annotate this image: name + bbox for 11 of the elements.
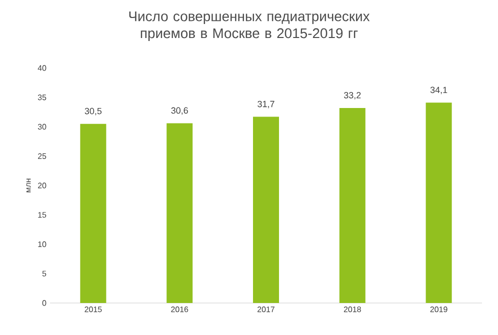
chart-title: Число совершенных педиатрических приемов в Москве в 2015-2019 гг bbox=[129, 12, 370, 41]
data-label: 34,1 bbox=[430, 86, 448, 94]
data-label: 30,5 bbox=[84, 108, 102, 116]
data-label: 30,6 bbox=[171, 107, 188, 115]
bar bbox=[339, 108, 366, 303]
bar bbox=[80, 124, 106, 303]
bar bbox=[166, 123, 193, 303]
bar bbox=[253, 116, 279, 303]
data-label: 31,7 bbox=[258, 100, 274, 108]
data-label: 33,2 bbox=[344, 92, 361, 100]
bar bbox=[426, 102, 452, 303]
